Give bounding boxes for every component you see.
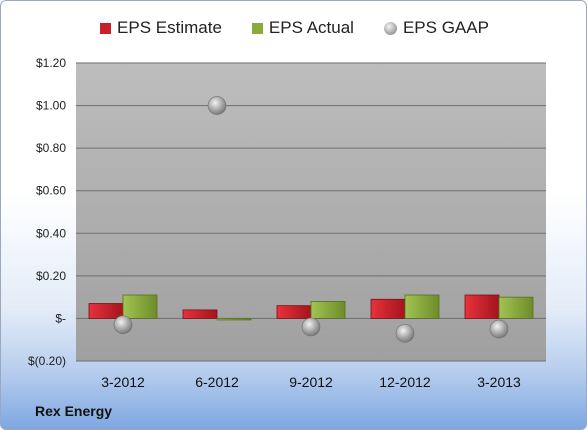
bar-eps-actual <box>498 296 534 319</box>
marker-eps-gaap <box>301 317 321 337</box>
legend-swatch-actual <box>251 22 263 34</box>
legend-swatch-gaap <box>383 21 397 35</box>
bar-eps-actual <box>122 294 158 319</box>
x-tick-label: 3-2012 <box>101 374 145 390</box>
x-axis: 3-2012 6-2012 9-2012 12-2012 3-2013 <box>101 374 521 390</box>
legend-swatch-estimate <box>100 22 112 34</box>
marker-eps-gaap <box>489 319 509 339</box>
company-name: Rex Energy <box>35 403 113 419</box>
legend-label-actual: EPS Actual <box>268 18 354 37</box>
legend-item-estimate: EPS Estimate <box>100 18 222 38</box>
x-tick-label: 9-2012 <box>289 374 333 390</box>
legend-item-actual: EPS Actual <box>251 18 354 38</box>
gaap-markers <box>113 96 509 343</box>
y-tick-label: $(0.20) <box>28 354 66 368</box>
bar-eps-estimate <box>276 305 312 319</box>
y-tick-label: $0.60 <box>36 184 66 198</box>
x-tick-label: 6-2012 <box>195 374 239 390</box>
legend-item-gaap: EPS GAAP <box>383 18 489 38</box>
legend: EPS Estimate EPS Actual EPS GAAP <box>1 18 586 38</box>
y-axis: $(0.20) $- $0.20 $0.40 $0.60 $0.80 $1.00 $1.20 <box>28 56 66 368</box>
legend-label-gaap: EPS GAAP <box>402 18 489 37</box>
x-tick-label: 12-2012 <box>379 374 431 390</box>
bars <box>88 294 534 321</box>
y-tick-label: $1.00 <box>36 99 66 113</box>
y-tick-label: $0.40 <box>36 226 66 240</box>
gridlines <box>76 62 546 362</box>
y-tick-label: $- <box>55 311 66 325</box>
y-tick-label: $0.80 <box>36 141 66 155</box>
bar-eps-estimate <box>464 294 500 319</box>
y-tick-label: $1.20 <box>36 56 66 70</box>
y-tick-label: $0.20 <box>36 269 66 283</box>
x-tick-label: 3-2013 <box>477 374 521 390</box>
bar-eps-estimate <box>88 303 124 319</box>
bar-eps-actual <box>310 300 346 319</box>
marker-eps-gaap <box>207 96 227 115</box>
bar-eps-estimate <box>182 309 218 319</box>
marker-eps-gaap <box>113 315 133 335</box>
bar-eps-estimate <box>370 298 406 319</box>
bar-eps-actual <box>216 318 252 321</box>
marker-eps-gaap <box>395 324 415 343</box>
legend-label-estimate: EPS Estimate <box>117 18 222 37</box>
bar-eps-actual <box>404 294 440 319</box>
